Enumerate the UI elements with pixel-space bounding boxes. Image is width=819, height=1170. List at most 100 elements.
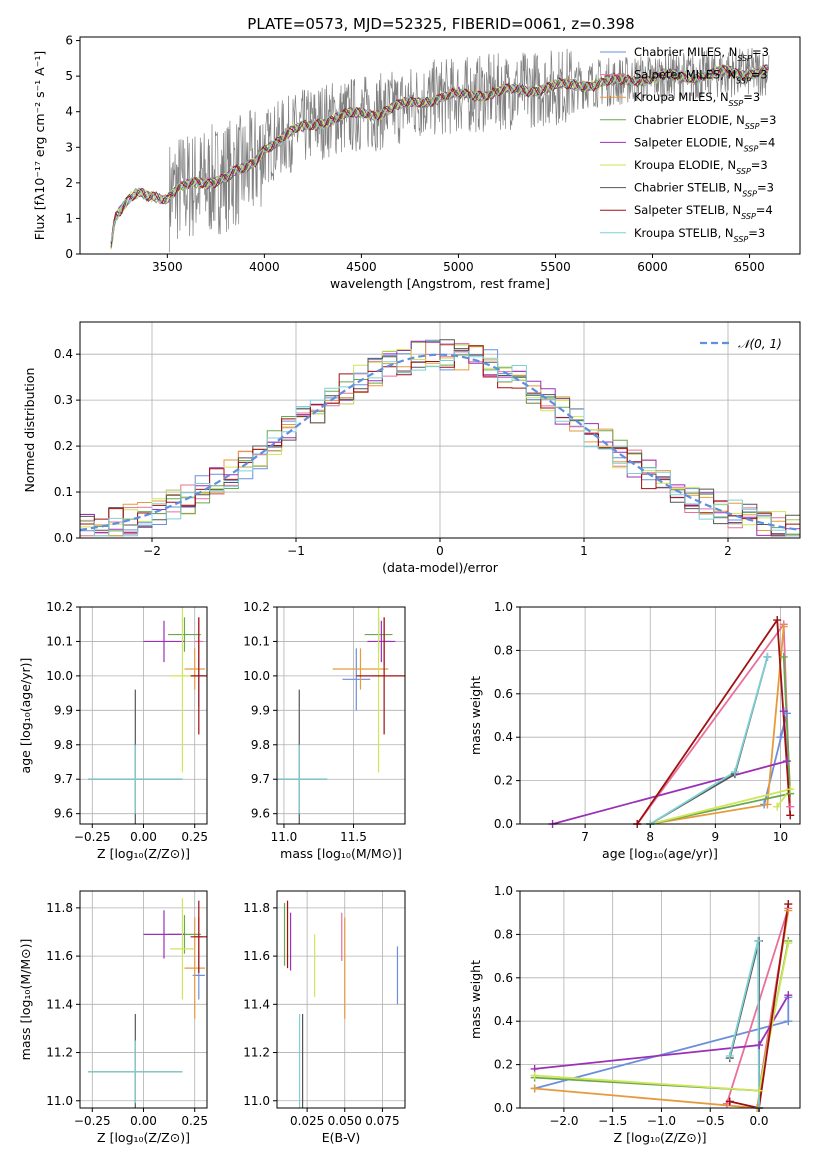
y-axis-label: Normed distribution (22, 368, 37, 493)
weight-line-salpeter_stelib (729, 903, 790, 1108)
legend-entry: Chabrier STELIB, NSSP=3 (634, 181, 774, 199)
mass-vs-ebv-axes: 0.025 0.050 0.075 11.0 11.2 11.4 11.6 11.8 E(B-V… (243, 890, 406, 1145)
x-tick-label: −2 (143, 544, 161, 558)
x-axis-label: age [log₁₀(age/yr)] (602, 846, 718, 861)
x-tick-label: −0.5 (696, 1114, 725, 1128)
x-tick-label: −1.0 (647, 1114, 676, 1128)
y-tick-label: 0.0 (54, 531, 73, 545)
model-spectrum-salpeter_elodie (110, 65, 769, 249)
weight-vs-age-axes: 7 8 9 10 0.0 0.2 0.4 0.6 0.8 1.0 age [log₁₀(age/yr… (468, 600, 801, 861)
weight-marker-chabrier_miles (776, 733, 785, 742)
x-tick-label: 7 (581, 830, 589, 844)
y-tick-label: 0.6 (494, 971, 513, 985)
axes-frame (276, 890, 406, 1109)
y-tick-label: 11.0 (243, 1094, 270, 1108)
weight-vs-Z-axes: −2.0 −1.5 −1.0 −0.5 0.0 0.0 0.2 0.4 0.6 0.8 1.0 Z [… (468, 884, 801, 1145)
x-axis-label: Z [log₁₀(Z/Z⊙)] (614, 1130, 707, 1145)
y-tick-label: 9.6 (251, 807, 270, 821)
y-axis-label: mass [log₁₀(M/M⊙)] (18, 939, 33, 1061)
x-tick-label: 0.00 (130, 1114, 157, 1128)
y-tick-label: 9.8 (54, 738, 73, 752)
y-tick-label: 0.2 (494, 1058, 513, 1072)
y-tick-label: 0.4 (494, 730, 513, 744)
y-tick-label: 6 (65, 34, 73, 48)
age-vs-mass-axes: 11.0 11.5 9.6 9.7 9.8 9.9 10.0 10.1 10.2 mass [lo… (243, 600, 406, 861)
x-tick-label: −0.25 (74, 830, 111, 844)
weight-marker-kroupa_stelib (763, 652, 772, 661)
x-tick-label: −1 (287, 544, 305, 558)
y-tick-label: 0.2 (54, 439, 73, 453)
legend-entry: Chabrier MILES, NSSP=3 (634, 45, 769, 63)
weight-marker-salpeter_elodie (779, 707, 788, 716)
weight-marker-kroupa_miles (779, 622, 788, 631)
x-tick-label: 6000 (637, 260, 668, 274)
y-tick-label: 11.2 (243, 1046, 270, 1060)
weight-line-kroupa_elodie (649, 787, 793, 824)
y-tick-label: 0.8 (494, 643, 513, 657)
y-axis-label: age [log₁₀(age/yr)] (18, 658, 33, 774)
x-tick-label: −2.0 (549, 1114, 578, 1128)
mass-vs-Z-axes: −0.25 0.00 0.25 11.0 11.2 11.4 11.6 11.8 Z [log₁… (18, 890, 208, 1145)
y-tick-label: 0.6 (494, 687, 513, 701)
x-tick-label: −0.25 (74, 1114, 111, 1128)
y-tick-label: 1.0 (494, 600, 513, 614)
legend-entry: Kroupa STELIB, NSSP=3 (634, 226, 765, 244)
y-tick-label: 1 (65, 211, 73, 225)
x-tick-label: 0.050 (328, 1114, 362, 1128)
y-tick-label: 9.6 (54, 807, 73, 821)
spectrum-plot-area (110, 47, 770, 253)
x-tick-label: 1 (580, 544, 588, 558)
legend-entry: Kroupa ELODIE, NSSP=3 (634, 158, 768, 176)
y-axis-label: mass weight (468, 676, 483, 755)
spectrum-legend: Chabrier MILES, NSSP=3 Salpeter MILES, NS… (600, 45, 776, 243)
x-axis-label: (data-model)/error (382, 560, 499, 575)
weight-line-kroupa_miles (650, 626, 785, 824)
y-tick-label: 0.1 (54, 485, 73, 499)
mass-vs-Z-plot-area (80, 891, 207, 1108)
weight-marker-salpeter_miles (786, 802, 795, 811)
y-tick-label: 9.9 (251, 703, 270, 717)
weight-vs-Z-plot-area (520, 891, 800, 1108)
x-tick-label: 6500 (734, 260, 765, 274)
histogram-kroupa_stelib (80, 350, 800, 537)
weight-marker-kroupa_elodie (784, 939, 793, 948)
weight-line-chabrier_elodie (650, 656, 792, 824)
y-tick-label: 0.3 (54, 393, 73, 407)
age-vs-Z-plot-area (80, 607, 207, 824)
x-axis-label: Z [log₁₀(Z/Z⊙)] (97, 1130, 190, 1145)
y-tick-label: 10.2 (46, 600, 73, 614)
y-tick-label: 10.1 (46, 634, 73, 648)
weight-marker-salpeter_elodie (784, 991, 793, 1000)
age-vs-mass-plot-area (277, 607, 405, 824)
weight-marker-kroupa_elodie (755, 1086, 764, 1095)
weight-marker-kroupa_elodie (773, 802, 782, 811)
y-axis-label: Flux [fλ10⁻¹⁷ erg cm⁻² s⁻¹ A⁻¹] (32, 51, 47, 240)
x-tick-label: 0.25 (181, 1114, 208, 1128)
x-axis-label: mass [log₁₀(M/M⊙)] (280, 846, 402, 861)
y-tick-label: 1.0 (494, 884, 513, 898)
x-tick-label: 11.5 (340, 830, 367, 844)
y-tick-label: 3 (65, 140, 73, 154)
x-tick-label: 5500 (540, 260, 571, 274)
model-spectrum-salpeter_stelib (110, 64, 768, 244)
y-tick-label: 2 (65, 176, 73, 190)
legend-entry: Salpeter MILES, NSSP=3 (634, 68, 768, 86)
x-tick-label: 0.025 (290, 1114, 324, 1128)
x-tick-label: 9 (712, 830, 720, 844)
legend-entry: Chabrier ELODIE, NSSP=3 (634, 113, 776, 131)
y-tick-label: 0.4 (54, 347, 73, 361)
y-tick-label: 11.8 (243, 901, 270, 915)
x-tick-label: 0.00 (130, 830, 157, 844)
y-tick-label: 9.7 (251, 772, 270, 786)
y-tick-label: 11.4 (46, 997, 73, 1011)
mass-vs-ebv-plot-area (277, 891, 405, 1108)
x-tick-label: 11.0 (271, 830, 298, 844)
x-tick-label: 2 (724, 544, 732, 558)
y-tick-label: 11.0 (46, 1094, 73, 1108)
weight-marker-kroupa_elodie (786, 785, 795, 794)
weight-marker-chabrier_elodie (779, 652, 788, 661)
y-tick-label: 11.6 (243, 949, 270, 963)
y-tick-label: 0.2 (494, 774, 513, 788)
model-spectrum-kroupa_stelib (110, 65, 769, 242)
